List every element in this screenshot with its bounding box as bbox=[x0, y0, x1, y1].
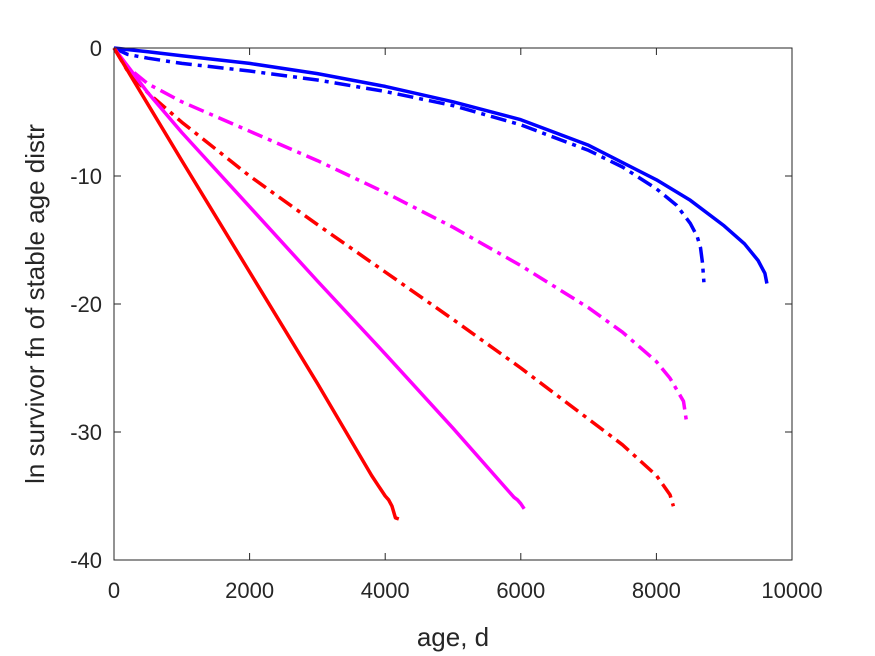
ticks-layer: 0 2000 4000 6000 8000 10000 -40 -30 -20 -10 0 bbox=[70, 36, 822, 603]
x-tick-label: 6000 bbox=[496, 578, 545, 603]
series-line-6 bbox=[112, 47, 400, 521]
y-axis-label: ln survivor fn of stable age distr bbox=[20, 124, 50, 484]
x-tick-label: 8000 bbox=[632, 578, 681, 603]
series-line-2 bbox=[113, 46, 706, 283]
x-tick-label: 10000 bbox=[761, 578, 822, 603]
series-line-1 bbox=[113, 46, 769, 284]
x-axis-label: age, d bbox=[417, 622, 489, 652]
y-tick-label: 0 bbox=[90, 36, 102, 61]
plot-area bbox=[114, 48, 792, 560]
series-line-3 bbox=[112, 46, 689, 425]
series-line-5 bbox=[112, 46, 526, 510]
y-tick-label: -40 bbox=[70, 548, 102, 573]
y-tick-label: -10 bbox=[70, 164, 102, 189]
y-tick-label: -30 bbox=[70, 420, 102, 445]
y-tick-label: -20 bbox=[70, 292, 102, 317]
x-tick-label: 0 bbox=[108, 578, 120, 603]
series-layer bbox=[112, 46, 769, 521]
x-tick-label: 4000 bbox=[361, 578, 410, 603]
x-tick-label: 2000 bbox=[225, 578, 274, 603]
series-line-4 bbox=[112, 47, 676, 507]
